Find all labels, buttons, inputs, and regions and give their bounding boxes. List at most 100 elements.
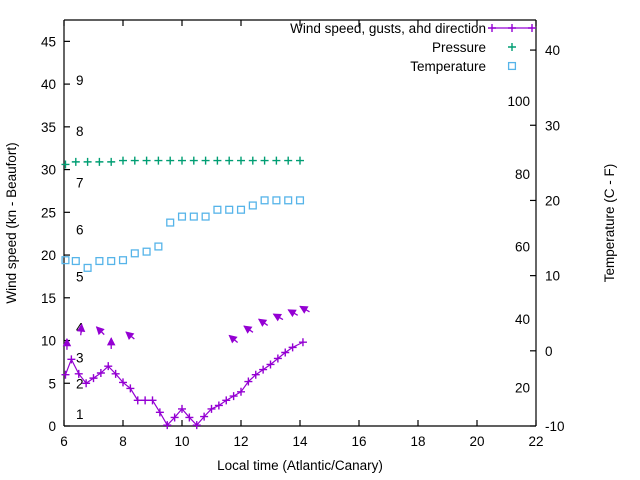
temperature-point [107,256,116,266]
pressure-point [189,156,198,165]
y-tick-label: 40 [41,77,56,92]
wind-speed-point [133,396,142,405]
beaufort-label: 2 [76,376,84,391]
pressure-point [130,156,139,165]
temperature-point [61,256,70,265]
beaufort-label: 1 [76,407,84,422]
wind-speed-point [281,348,290,357]
gust-arrow [76,323,86,336]
gust-head [299,305,309,314]
wind-speed-point [163,421,172,430]
wind-speed-point [61,370,70,379]
y2-tick-label: 30 [545,118,560,133]
pressure-point [61,160,70,169]
gust-arrow [243,325,254,334]
gust-arrow [228,334,239,344]
pressure-point [71,157,80,166]
temperature-point [118,256,128,265]
series-gusts [62,305,310,350]
y-tick-label: 35 [41,120,56,135]
wind-speed-point [119,378,127,387]
plot-border [63,19,537,427]
wind-speed-point [170,413,179,422]
fahrenheit-scale-labels: 20 40 60 80 100 [507,94,530,395]
pressure-point [260,156,269,165]
x-tick-label: 20 [469,434,484,449]
wind-speed-point [148,396,157,405]
y-tick-label: 25 [41,205,56,220]
gust-head [287,309,297,318]
pressure-point [272,156,281,165]
pressure-point [83,157,92,166]
gust-head [272,313,282,322]
gust-arrow [272,313,284,322]
gust-arrow [287,309,299,318]
x-tick-label: 18 [410,434,425,449]
wind-speed-point [288,343,297,352]
wind-speed-point [192,421,201,430]
pressure-point [178,156,186,165]
legend-marker [508,43,516,51]
gust-arrow [125,331,135,340]
temperature-point [142,247,151,256]
x-tick-label: 22 [528,434,543,449]
wind-speed-point [141,396,150,405]
wind-speed-point [266,360,275,369]
temperature-point [225,205,234,214]
x-tick-label: 16 [351,434,366,449]
fahrenheit-label: 80 [515,167,530,182]
beaufort-label: 6 [76,222,84,237]
gust-head [125,331,135,340]
gust-arrow [62,337,72,350]
wind-speed-point [111,369,120,378]
y2-tick-label: 10 [545,269,560,284]
wind-speed-point [200,412,209,421]
x-tick-label: 12 [233,434,248,449]
beaufort-label: 9 [76,73,84,88]
beaufort-label: 3 [76,351,84,366]
wind-speed-point [273,354,282,363]
gust-head [62,337,72,347]
fahrenheit-label: 20 [515,381,530,396]
temperature-point [201,212,210,221]
x-tick-label: 6 [60,434,68,449]
pressure-point [237,156,245,165]
y-tick-label: 20 [41,248,56,263]
legend-marker [507,61,517,71]
gust-head [257,318,268,327]
wind-speed-point [155,408,164,417]
pressure-point [166,156,175,165]
fahrenheit-label: 40 [515,312,530,327]
temperature-point [71,256,80,266]
temperature-point [295,196,305,205]
wind-speed-point [222,396,231,405]
pressure-point [225,156,234,165]
temperature-point [248,201,257,210]
wind-speed-point [244,377,253,386]
temperature-point [236,205,246,214]
pressure-point [248,156,257,165]
x-tick-label: 8 [119,434,127,449]
temperature-point [130,249,139,258]
wind-speed-point [207,404,216,413]
wind-speed-point [82,379,91,388]
x-tick-label: 14 [292,434,308,449]
gust-arrow [106,337,116,349]
series-wind-speed-gusts-and-direction [61,338,307,430]
y-tick-label: 30 [41,163,56,178]
gust-head [243,325,253,334]
legend-marker [508,24,516,32]
temperature-point [284,196,293,205]
pressure-point [119,156,127,165]
beaufort-label: 8 [76,124,84,139]
y-tick-label: 15 [41,291,56,306]
fahrenheit-label: 100 [507,94,530,109]
temperature-point [166,218,175,227]
pressure-point [154,156,163,165]
legend-label: Pressure [432,40,486,55]
pressure-point [213,156,222,165]
wind-speed-line [64,341,304,427]
y2-tick-label: 0 [545,344,553,359]
